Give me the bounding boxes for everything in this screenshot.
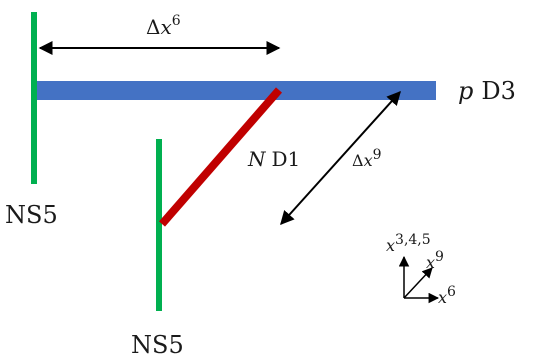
label-d3: p D3 [458, 77, 516, 105]
d1-brane [158, 87, 283, 227]
label-delta-x6: Δx6 [146, 13, 181, 39]
delta-x9-arrow [280, 90, 401, 226]
d3-brane [34, 81, 436, 100]
axis-x9-arrow [403, 267, 433, 299]
label-axis-x9: x9 [426, 249, 444, 272]
label-delta-x9: Δx9 [352, 147, 382, 170]
label-axis-x345: x3,4,5 [386, 232, 431, 255]
label-axis-x6: x6 [438, 284, 456, 307]
label-d1: N D1 [247, 147, 300, 171]
label-ns5-right: NS5 [131, 331, 184, 358]
label-ns5-left: NS5 [5, 201, 58, 229]
